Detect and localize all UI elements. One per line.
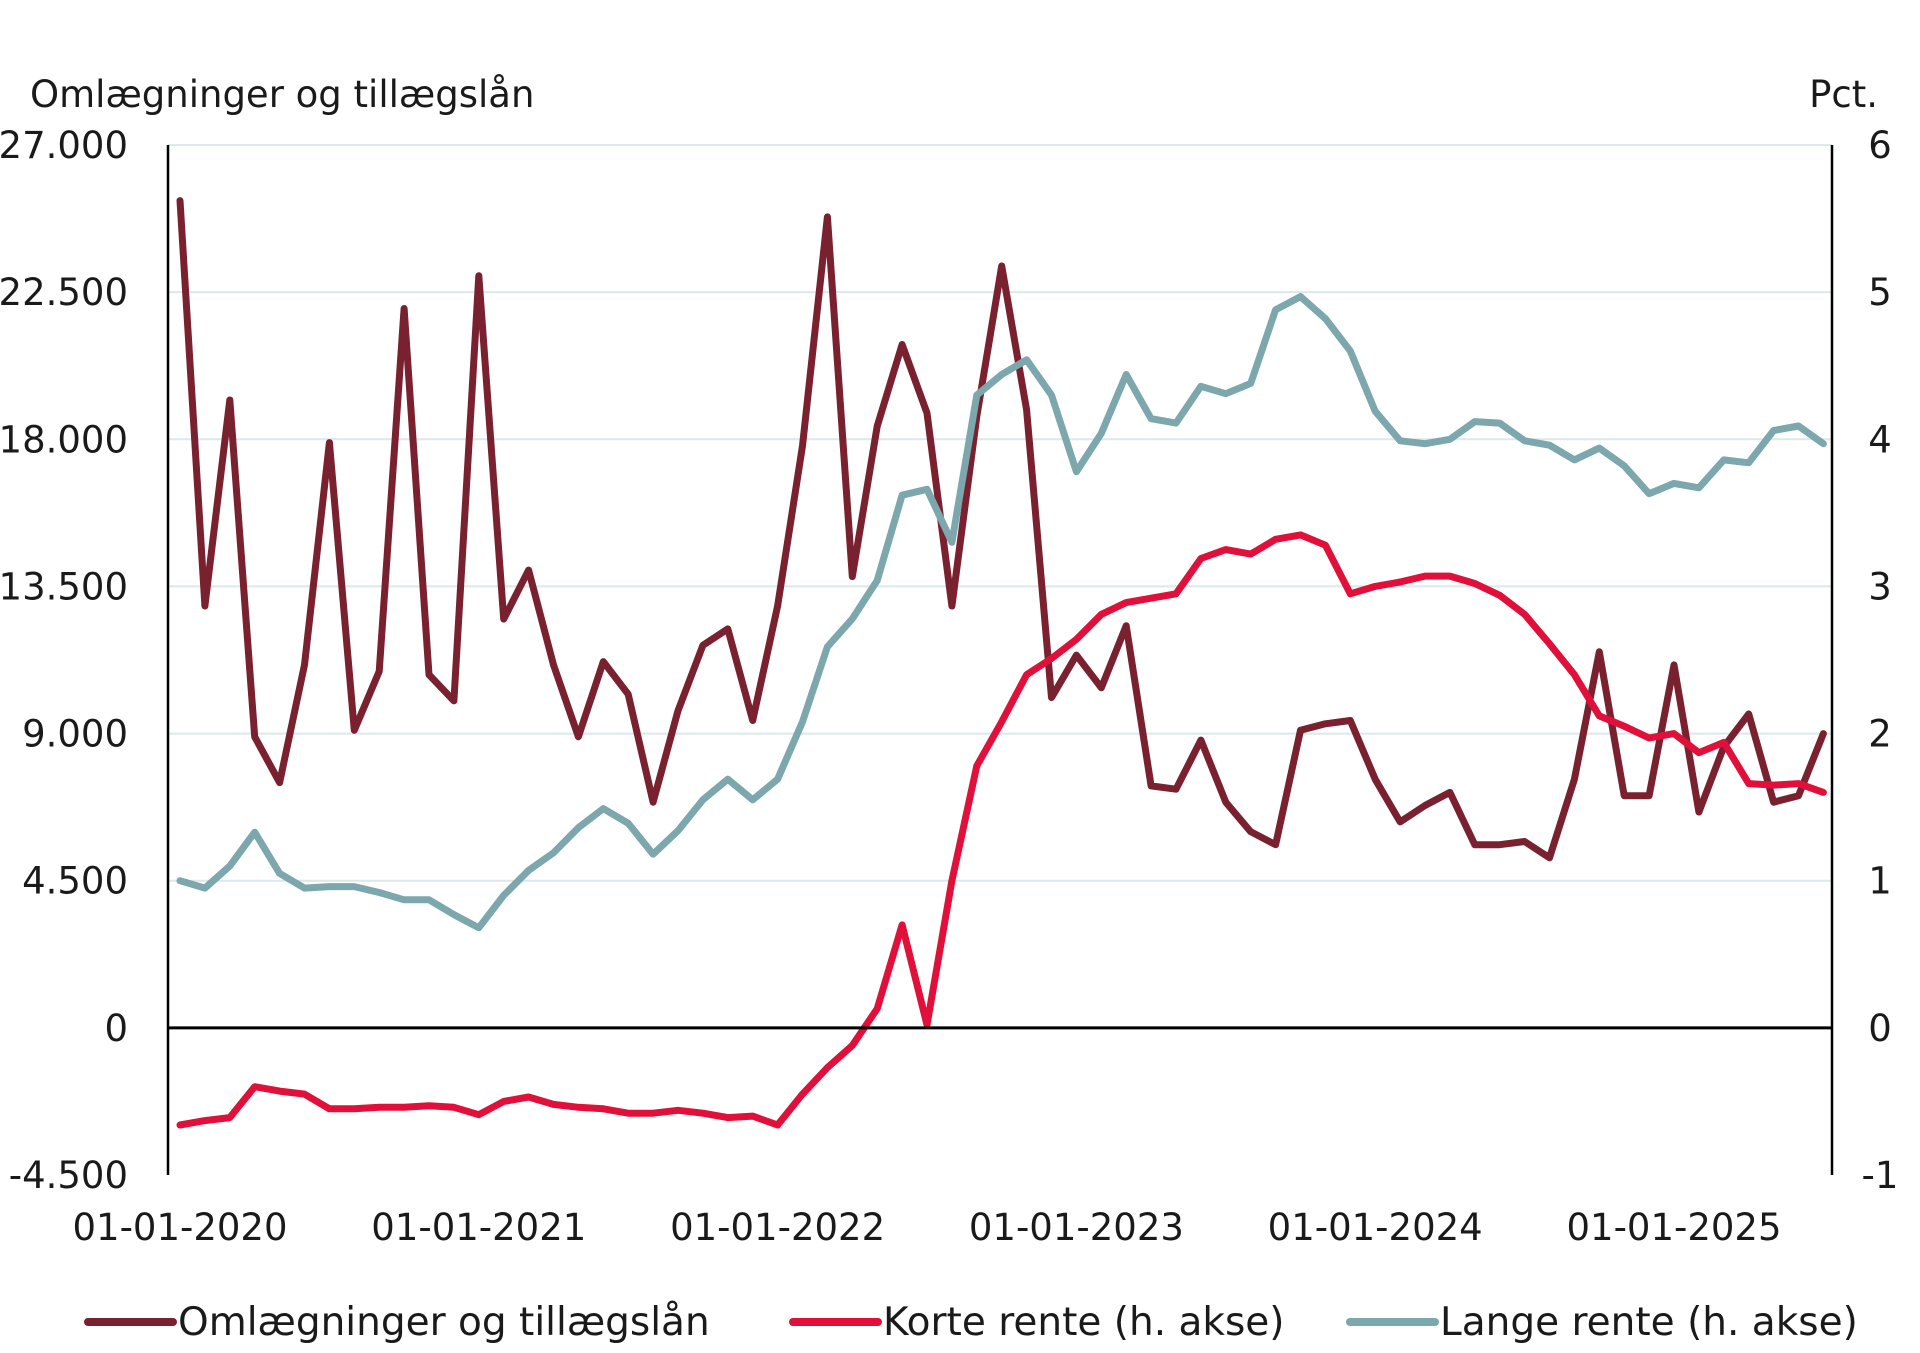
left-axis-ticks: -4.500 0 4.500 9.000 13.500 18.000 22.500 27.00… xyxy=(0,124,128,1197)
legend-label: Omlægninger og tillægslån xyxy=(178,1300,710,1345)
left-axis-title: Omlægninger og tillægslån xyxy=(30,73,534,116)
left-tick-label: 9.000 xyxy=(22,713,128,756)
right-tick-label: 2 xyxy=(1868,713,1892,756)
x-tick-label: 01-01-2020 xyxy=(72,1206,287,1249)
right-tick-label: 1 xyxy=(1868,860,1892,903)
left-tick-label: 13.500 xyxy=(0,565,128,608)
legend-item: Omlægninger og tillægslån xyxy=(84,1300,710,1345)
x-tick-label: 01-01-2022 xyxy=(670,1206,885,1249)
right-tick-label: 0 xyxy=(1868,1007,1892,1050)
right-tick-label: 6 xyxy=(1868,124,1892,167)
legend-label: Lange rente (h. akse) xyxy=(1440,1300,1858,1345)
x-tick-label: 01-01-2025 xyxy=(1566,1206,1781,1249)
x-axis-ticks: 01-01-2020 01-01-2021 01-01-2022 01-01-2023… xyxy=(72,1206,1781,1249)
right-tick-label: 5 xyxy=(1868,271,1892,314)
left-tick-label: 22.500 xyxy=(0,271,128,314)
series-line-2 xyxy=(176,531,1827,1129)
right-tick-label: -1 xyxy=(1862,1154,1899,1197)
x-tick-label: 01-01-2024 xyxy=(1268,1206,1483,1249)
left-tick-label: 27.000 xyxy=(0,124,128,167)
right-axis-title: Pct. xyxy=(1809,73,1878,116)
legend-item: Lange rente (h. akse) xyxy=(1346,1300,1858,1345)
left-tick-label: 18.000 xyxy=(0,418,128,461)
legend: Omlægninger og tillægslån Korte rente (h.… xyxy=(84,1300,1858,1345)
left-tick-label: 4.500 xyxy=(22,860,128,903)
axes xyxy=(166,145,1834,1175)
series-lines xyxy=(176,197,1827,1129)
left-tick-label: 0 xyxy=(104,1007,128,1050)
series-line-3 xyxy=(176,293,1827,932)
right-axis-ticks: -1 0 1 2 3 4 5 6 xyxy=(1862,124,1899,1197)
left-tick-label: -4.500 xyxy=(9,1154,128,1197)
legend-label: Korte rente (h. akse) xyxy=(883,1300,1285,1345)
x-tick-label: 01-01-2021 xyxy=(371,1206,586,1249)
right-tick-label: 3 xyxy=(1868,565,1892,608)
series-line-1 xyxy=(176,197,1827,862)
x-tick-label: 01-01-2023 xyxy=(969,1206,1184,1249)
legend-item: Korte rente (h. akse) xyxy=(789,1300,1285,1345)
right-tick-label: 4 xyxy=(1868,418,1892,461)
